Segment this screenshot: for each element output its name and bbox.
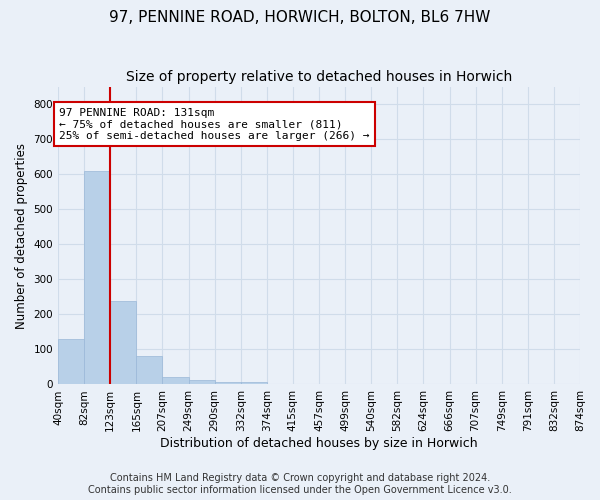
Bar — [110, 301, 136, 384]
Bar — [188, 380, 215, 384]
Bar — [136, 356, 163, 384]
Bar — [58, 339, 84, 384]
Bar — [163, 376, 188, 384]
Text: Contains HM Land Registry data © Crown copyright and database right 2024.
Contai: Contains HM Land Registry data © Crown c… — [88, 474, 512, 495]
Bar — [215, 382, 241, 384]
Title: Size of property relative to detached houses in Horwich: Size of property relative to detached ho… — [126, 70, 512, 84]
Bar — [84, 170, 110, 384]
X-axis label: Distribution of detached houses by size in Horwich: Distribution of detached houses by size … — [160, 437, 478, 450]
Bar — [241, 382, 267, 384]
Text: 97, PENNINE ROAD, HORWICH, BOLTON, BL6 7HW: 97, PENNINE ROAD, HORWICH, BOLTON, BL6 7… — [109, 10, 491, 25]
Text: 97 PENNINE ROAD: 131sqm
← 75% of detached houses are smaller (811)
25% of semi-d: 97 PENNINE ROAD: 131sqm ← 75% of detache… — [59, 108, 370, 141]
Y-axis label: Number of detached properties: Number of detached properties — [15, 142, 28, 328]
